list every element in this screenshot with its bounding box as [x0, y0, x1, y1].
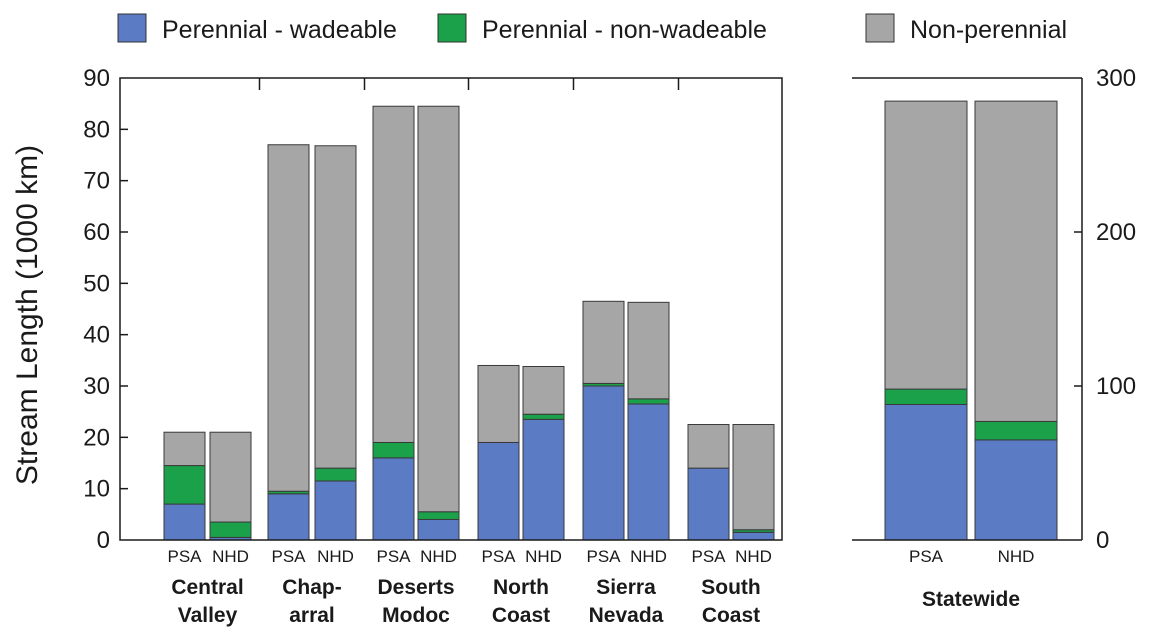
group-label-regions-0-line0: Central: [171, 576, 243, 599]
bar-statewide-0-nhd-perennial-wadeable: [974, 439, 1058, 541]
y-tick-label-regions-10: 10: [83, 476, 110, 503]
bar-regions-2-nhd-perennial-wadeable: [417, 518, 460, 541]
regions-panel: PSA NHD Central Valley PSA NHD Chap-arral PSA NH…: [83, 65, 783, 627]
bar-label-regions-3-psa: PSA: [481, 547, 516, 566]
bar-regions-1-nhd-perennial-wadeable: [314, 480, 357, 541]
y-tick-label-statewide-200: 200: [1096, 219, 1136, 246]
group-label-regions-3-line0: North: [493, 576, 549, 599]
legend-label-non-perennial: Non-perennial: [910, 16, 1067, 44]
legend-label-perennial-wadeable: Perennial - wadeable: [162, 16, 397, 44]
bar-label-regions-0-nhd: NHD: [212, 547, 249, 566]
group-label-regions-3-line1: Coast: [492, 604, 550, 627]
group-label-regions-1-line1: arral: [289, 604, 335, 627]
bar-regions-4-nhd-perennial-non-wadeable: [627, 398, 670, 405]
legend: Perennial - wadeable Perennial - non-wade…: [117, 13, 1067, 44]
group-label-regions-4-line1: Nevada: [589, 604, 664, 627]
group-label-statewide-0-line0: Statewide: [922, 588, 1020, 611]
legend-swatch-non-perennial: [865, 13, 895, 43]
bar-regions-2-nhd-perennial-non-wadeable: [417, 511, 460, 520]
legend-label-perennial-non-wadeable: Perennial - non-wadeable: [482, 16, 767, 44]
bar-regions-3-psa-perennial-wadeable: [477, 441, 520, 541]
bar-statewide-0-nhd-non-perennial: [974, 100, 1058, 422]
y-tick-label-statewide-100: 100: [1096, 373, 1136, 400]
group-label-regions-1-line0: Chap-: [282, 576, 342, 599]
bar-regions-1-nhd-perennial-non-wadeable: [314, 467, 357, 482]
bar-regions-4-psa-perennial-wadeable: [582, 385, 625, 541]
group-label-regions-5-line1: Coast: [702, 604, 760, 627]
bar-label-regions-4-psa: PSA: [586, 547, 621, 566]
bar-label-regions-5-nhd: NHD: [735, 547, 772, 566]
bar-regions-2-psa-non-perennial: [372, 105, 415, 443]
bar-regions-3-nhd-perennial-non-wadeable: [522, 413, 565, 420]
bar-label-regions-4-nhd: NHD: [630, 547, 667, 566]
bar-statewide-0-psa-non-perennial: [884, 100, 968, 390]
bar-label-regions-0-psa: PSA: [167, 547, 202, 566]
y-tick-label-statewide-300: 300: [1096, 65, 1136, 92]
regions-plot-frame: [119, 77, 783, 541]
bar-statewide-0-nhd-perennial-non-wadeable: [974, 420, 1058, 441]
bar-regions-0-psa-perennial-wadeable: [163, 503, 206, 541]
group-label-regions-4-line0: Sierra: [596, 576, 656, 599]
y-tick-label-statewide-0: 0: [1096, 527, 1109, 554]
bar-regions-2-nhd-non-perennial: [417, 105, 460, 513]
y-tick-label-regions-40: 40: [83, 322, 110, 349]
bar-regions-5-psa-non-perennial: [687, 424, 730, 469]
bar-regions-0-nhd-non-perennial: [209, 431, 252, 523]
bar-statewide-0-psa-perennial-wadeable: [884, 403, 968, 541]
bar-label-statewide-0-psa: PSA: [909, 547, 944, 566]
y-tick-label-regions-0: 0: [97, 527, 110, 554]
bar-regions-0-psa-perennial-non-wadeable: [163, 465, 206, 505]
legend-swatch-perennial-wadeable: [117, 13, 147, 43]
bar-regions-3-psa-non-perennial: [477, 364, 520, 443]
bar-regions-5-nhd-non-perennial: [732, 424, 775, 531]
bar-label-regions-5-psa: PSA: [691, 547, 726, 566]
bar-regions-5-nhd-perennial-wadeable: [732, 531, 775, 541]
bar-label-regions-3-nhd: NHD: [525, 547, 562, 566]
bar-regions-0-psa-non-perennial: [163, 431, 206, 467]
bar-regions-4-nhd-non-perennial: [627, 301, 670, 400]
group-label-regions-2-line0: Deserts: [377, 576, 454, 599]
bar-label-regions-1-psa: PSA: [271, 547, 306, 566]
y-axis-label: Stream Length (1000 km): [11, 145, 44, 485]
group-label-regions-2-line1: Modoc: [382, 604, 450, 627]
bar-regions-0-nhd-perennial-non-wadeable: [209, 521, 252, 538]
bar-label-regions-2-psa: PSA: [376, 547, 411, 566]
y-tick-label-regions-90: 90: [83, 65, 110, 92]
bar-regions-4-psa-non-perennial: [582, 300, 625, 384]
y-tick-label-regions-80: 80: [83, 116, 110, 143]
bar-regions-3-nhd-perennial-wadeable: [522, 418, 565, 541]
bar-regions-5-psa-perennial-wadeable: [687, 467, 730, 541]
y-tick-label-regions-20: 20: [83, 424, 110, 451]
y-tick-label-regions-60: 60: [83, 219, 110, 246]
bar-regions-1-psa-non-perennial: [267, 144, 310, 492]
bar-statewide-0-psa-perennial-non-wadeable: [884, 388, 968, 405]
bar-label-regions-2-nhd: NHD: [420, 547, 457, 566]
bar-regions-1-nhd-non-perennial: [314, 145, 357, 469]
group-label-regions-5-line0: South: [701, 576, 760, 599]
bar-regions-4-nhd-perennial-wadeable: [627, 403, 670, 541]
bar-label-statewide-0-nhd: NHD: [998, 547, 1035, 566]
legend-swatch-perennial-non-wadeable: [437, 13, 467, 43]
bar-regions-3-nhd-non-perennial: [522, 365, 565, 415]
statewide-panel: PSA NHD Statewide 0 100 200 300: [852, 65, 1136, 611]
bar-label-regions-1-nhd: NHD: [317, 547, 354, 566]
bar-regions-1-psa-perennial-wadeable: [267, 493, 310, 541]
y-tick-label-regions-30: 30: [83, 373, 110, 400]
bar-regions-2-psa-perennial-wadeable: [372, 457, 415, 541]
bar-regions-2-psa-perennial-non-wadeable: [372, 441, 415, 459]
y-tick-label-regions-50: 50: [83, 270, 110, 297]
group-label-regions-0-line1: Valley: [178, 604, 238, 627]
y-tick-label-regions-70: 70: [83, 168, 110, 195]
